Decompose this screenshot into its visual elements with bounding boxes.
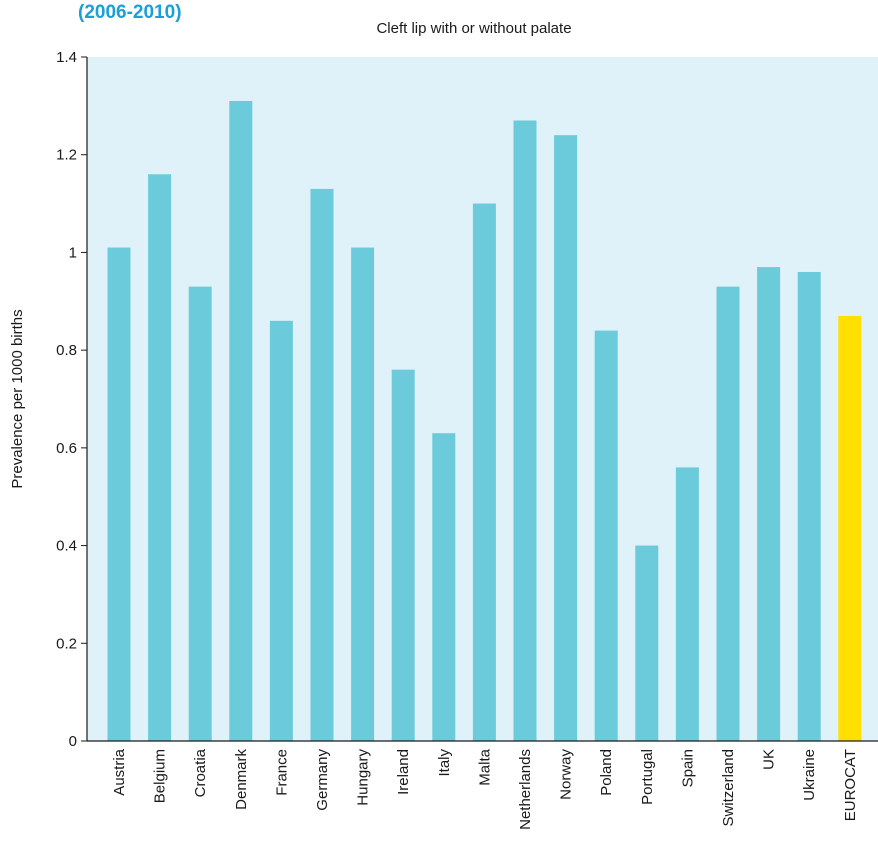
figure-period-label: (2006-2010) [78,2,182,23]
bar-poland [594,330,618,741]
x-tick-label-ireland: Ireland [395,749,412,795]
x-tick-label-netherlands: Netherlands [517,749,534,830]
x-tick-label-hungary: Hungary [355,749,372,806]
x-tick-label-croatia: Croatia [192,748,209,797]
bar-switzerland [716,286,740,741]
bar-croatia [188,286,212,741]
bar-uk [757,267,781,741]
x-tick-label-poland: Poland [598,749,615,796]
y-tick-label: 0 [69,733,77,750]
bar-denmark [229,100,253,741]
x-tick-label-ukraine: Ukraine [801,749,818,801]
x-tick-label-switzerland: Switzerland [720,749,737,827]
x-tick-label-denmark: Denmark [233,749,250,810]
x-tick-label-italy: Italy [436,749,453,777]
x-tick-label-germany: Germany [314,749,331,811]
y-tick-label: 0.6 [56,440,77,457]
bar-eurocat [838,315,862,741]
bar-austria [107,247,131,742]
bar-ireland [391,369,415,741]
bar-norway [554,135,578,741]
y-tick-label: 1.4 [56,49,77,66]
bar-malta [472,203,496,742]
y-axis-label: Prevalence per 1000 births [9,309,26,488]
x-tick-label-austria: Austria [111,748,128,795]
bar-germany [310,188,334,741]
y-tick-label: 1.2 [56,147,77,164]
x-tick-label-norway: Norway [558,749,575,800]
bar-netherlands [513,120,537,741]
chart-title: Cleft lip with or without palate [376,20,571,37]
bar-italy [432,433,456,741]
x-tick-label-france: France [273,749,290,796]
x-tick-label-eurocat: EUROCAT [842,749,859,821]
bar-portugal [635,545,659,741]
x-tick-label-uk: UK [761,749,778,770]
x-tick-label-spain: Spain [679,749,696,787]
y-tick-label: 1 [69,244,77,261]
y-tick-label: 0.4 [56,538,77,555]
x-tick-label-malta: Malta [476,748,493,785]
x-tick-label-portugal: Portugal [639,749,656,805]
bar-belgium [148,174,172,741]
bar-france [269,320,293,741]
bar-spain [675,467,699,741]
bar-ukraine [797,271,821,741]
y-tick-label: 0.8 [56,342,77,359]
y-tick-label: 0.2 [56,635,77,652]
x-tick-label-belgium: Belgium [152,749,169,803]
bar-hungary [351,247,375,742]
